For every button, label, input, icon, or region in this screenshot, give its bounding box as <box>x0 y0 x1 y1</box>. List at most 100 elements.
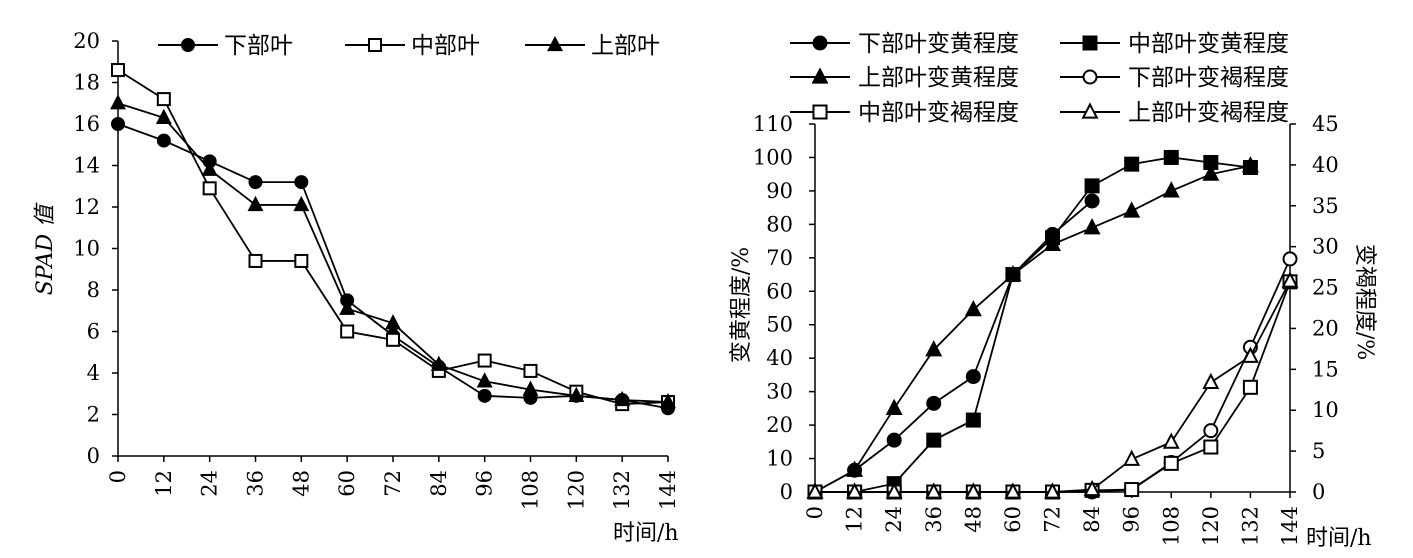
legend-entry: 中部叶变褐程度 <box>790 100 1019 126</box>
data-point <box>1282 251 1298 267</box>
data-point <box>1004 482 1022 499</box>
data-point <box>1203 423 1219 439</box>
data-point <box>964 300 982 317</box>
data-point <box>614 390 631 407</box>
data-point <box>248 253 263 268</box>
y2-tick-label: 15 <box>1312 357 1339 381</box>
data-point <box>294 175 309 190</box>
data-point <box>925 482 943 499</box>
x-tick-label: 84 <box>1080 506 1104 533</box>
legend-label: 下部叶变黄程度 <box>858 31 1019 57</box>
data-point <box>846 460 864 477</box>
x-tick-label: 96 <box>1120 506 1144 533</box>
y-tick-label: 12 <box>73 195 100 219</box>
x-tick-label: 120 <box>564 470 588 510</box>
series-line <box>117 69 669 406</box>
y-tick-label: 10 <box>766 447 793 471</box>
legend-entry: 下部叶变黄程度 <box>790 31 1019 57</box>
y-tick-label: 0 <box>87 444 100 468</box>
x-tick-label: 0 <box>106 470 130 483</box>
data-point <box>846 482 864 499</box>
data-point <box>248 175 263 190</box>
data-point <box>339 299 356 315</box>
data-point <box>1084 193 1100 209</box>
data-point <box>568 386 585 402</box>
data-point <box>1123 449 1141 466</box>
data-point <box>926 395 942 411</box>
data-point <box>1162 432 1180 449</box>
data-point <box>477 353 492 368</box>
data-point <box>1123 201 1141 218</box>
data-point <box>885 398 903 415</box>
legend-label: 中部叶 <box>411 33 480 59</box>
legend-marker <box>1082 69 1098 85</box>
y2-tick-label: 5 <box>1312 439 1325 463</box>
legend-marker <box>181 38 195 52</box>
series-line <box>815 258 1291 493</box>
data-point <box>660 392 676 409</box>
y-tick-label: 4 <box>87 361 100 385</box>
y-axis-label-right: 变褐程度/% <box>1352 244 1377 360</box>
legend-label: 中部叶变黄程度 <box>1128 31 1289 57</box>
y-tick-label: 20 <box>766 413 793 437</box>
data-point <box>386 332 400 347</box>
data-point <box>293 195 310 212</box>
x-tick-label: 108 <box>1159 506 1183 546</box>
series-3 <box>110 94 676 409</box>
y2-tick-label: 20 <box>1312 316 1339 340</box>
data-point <box>1004 264 1022 282</box>
legend-label: 上部叶 <box>591 33 660 59</box>
legend-marker <box>547 35 563 52</box>
y-tick-label: 2 <box>87 403 100 427</box>
data-point <box>156 133 171 148</box>
legend-marker <box>812 104 828 120</box>
data-point <box>925 340 943 357</box>
legend-marker <box>1081 102 1099 119</box>
y-tick-label: 0 <box>780 480 793 504</box>
y-tick-label: 60 <box>766 279 793 303</box>
legend-label: 中部叶变褐程度 <box>858 100 1019 126</box>
data-point <box>965 369 981 385</box>
data-point <box>155 108 172 124</box>
data-point <box>477 388 492 403</box>
legend-marker <box>368 38 382 52</box>
legend-entry: 上部叶 <box>525 33 660 59</box>
series-6 <box>806 271 1299 499</box>
data-point <box>965 412 981 428</box>
y2-tick-label: 25 <box>1312 276 1339 300</box>
data-point <box>294 253 309 268</box>
x-tick-label: 84 <box>427 470 451 497</box>
data-point <box>1083 479 1101 497</box>
x-tick-label: 120 <box>1199 506 1223 546</box>
data-point <box>1281 271 1299 288</box>
y-tick-label: 90 <box>766 179 793 203</box>
series-3 <box>806 156 1259 499</box>
data-point <box>1162 181 1180 198</box>
data-point <box>523 363 538 378</box>
data-point <box>247 195 264 212</box>
x-tick-label: 48 <box>961 506 985 533</box>
data-point <box>1202 164 1220 181</box>
legend-entry: 中部叶 <box>345 33 480 59</box>
data-point <box>476 372 493 388</box>
data-point <box>1163 149 1179 165</box>
legend-label: 上部叶变褐程度 <box>1128 100 1289 126</box>
y-tick-label: 14 <box>73 154 100 178</box>
data-point <box>886 432 902 448</box>
legend-entry: 上部叶变褐程度 <box>1060 100 1289 126</box>
y-axis-label-left: 变黄程度/% <box>729 247 754 363</box>
x-axis-label: 时间/h <box>1306 526 1372 551</box>
data-point <box>110 94 126 110</box>
data-point <box>1242 379 1258 395</box>
data-point <box>806 482 824 499</box>
x-tick-label: 60 <box>1001 506 1025 533</box>
data-point <box>201 160 218 176</box>
data-point <box>430 355 447 371</box>
x-tick-label: 108 <box>519 470 543 510</box>
x-tick-label: 12 <box>843 506 867 533</box>
series-line <box>117 102 669 403</box>
x-tick-label: 72 <box>1041 506 1065 533</box>
data-point <box>111 117 125 131</box>
data-point <box>1124 482 1140 498</box>
